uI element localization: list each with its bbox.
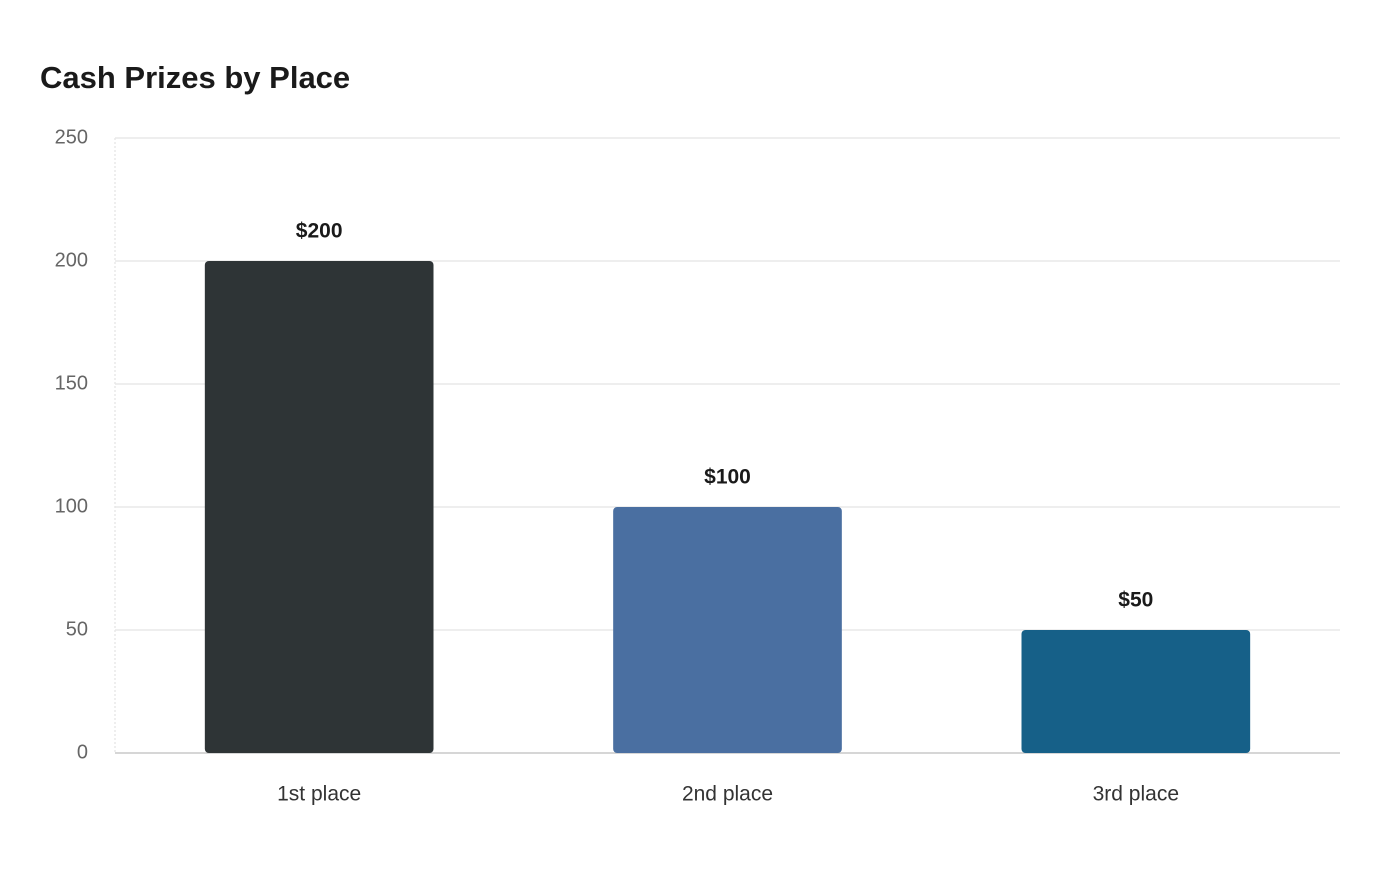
bar xyxy=(204,261,434,753)
y-tick-label: 250 xyxy=(55,126,88,148)
y-tick-label: 150 xyxy=(55,372,88,394)
value-label: $200 xyxy=(296,220,343,243)
chart-title: Cash Prizes by Place xyxy=(40,60,350,95)
x-tick-label: 2nd place xyxy=(682,783,773,806)
bar xyxy=(1021,630,1251,753)
y-tick-label: 50 xyxy=(66,618,88,640)
y-tick-label: 100 xyxy=(55,495,88,517)
x-tick-label: 1st place xyxy=(277,783,361,806)
bar xyxy=(613,507,842,753)
value-label: $50 xyxy=(1118,589,1153,612)
x-tick-label: 3rd place xyxy=(1093,783,1179,806)
y-tick-label: 0 xyxy=(77,741,88,763)
value-label: $100 xyxy=(704,466,751,489)
y-tick-label: 200 xyxy=(55,249,88,271)
